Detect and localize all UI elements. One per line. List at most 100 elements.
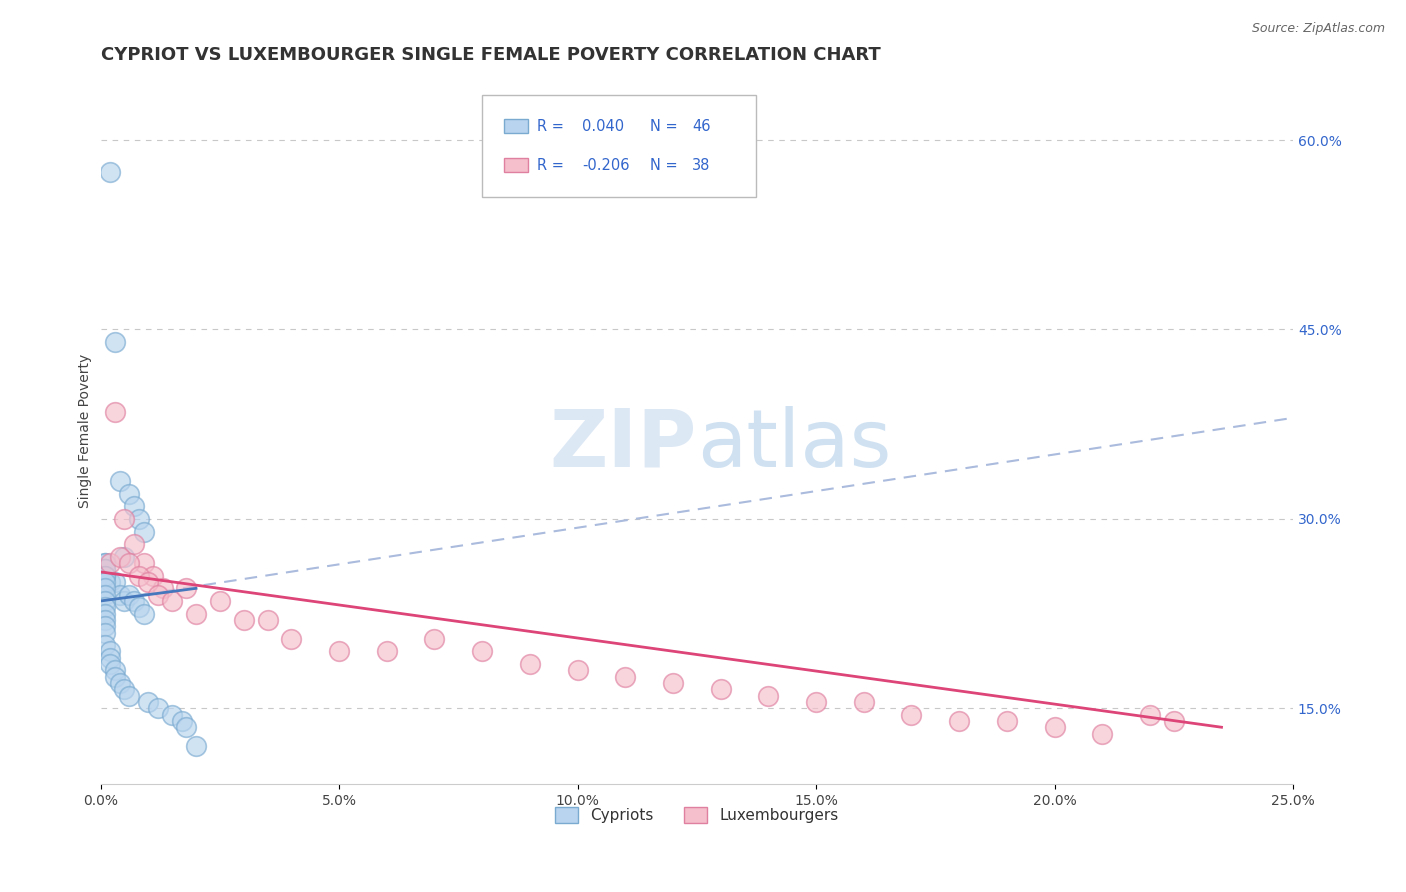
- Point: [232, 613, 254, 627]
- Point: [804, 695, 827, 709]
- Point: [756, 689, 779, 703]
- Point: [98, 657, 121, 672]
- Point: [98, 164, 121, 178]
- Point: [900, 707, 922, 722]
- Point: [184, 739, 207, 754]
- Point: [118, 689, 141, 703]
- Point: [1163, 714, 1185, 728]
- Point: [160, 594, 183, 608]
- Point: [614, 670, 637, 684]
- Point: [114, 512, 136, 526]
- Point: [108, 549, 131, 564]
- Point: [128, 512, 150, 526]
- Point: [471, 644, 494, 658]
- Point: [132, 607, 155, 621]
- Text: N =: N =: [651, 158, 678, 173]
- Text: 46: 46: [692, 119, 710, 134]
- Text: R =: R =: [537, 119, 564, 134]
- Point: [176, 720, 198, 734]
- Point: [1139, 707, 1161, 722]
- Legend: Cypriots, Luxembourgers: Cypriots, Luxembourgers: [548, 801, 845, 830]
- Point: [94, 562, 117, 576]
- Text: -0.206: -0.206: [582, 158, 630, 173]
- Point: [94, 600, 117, 615]
- Point: [108, 474, 131, 488]
- Point: [176, 582, 198, 596]
- Point: [114, 682, 136, 697]
- Point: [94, 638, 117, 652]
- Point: [184, 607, 207, 621]
- Point: [852, 695, 875, 709]
- Point: [208, 594, 231, 608]
- Point: [152, 582, 174, 596]
- Point: [128, 600, 150, 615]
- Point: [114, 549, 136, 564]
- Point: [98, 574, 121, 589]
- FancyBboxPatch shape: [503, 120, 527, 134]
- Point: [280, 632, 302, 646]
- Point: [662, 676, 685, 690]
- Point: [567, 664, 589, 678]
- Point: [94, 613, 117, 627]
- Text: 0.040: 0.040: [582, 119, 624, 134]
- Point: [118, 588, 141, 602]
- Point: [118, 556, 141, 570]
- Text: atlas: atlas: [697, 406, 891, 483]
- Point: [128, 568, 150, 582]
- Point: [98, 650, 121, 665]
- Point: [146, 701, 169, 715]
- Point: [136, 574, 159, 589]
- Point: [948, 714, 970, 728]
- Point: [104, 404, 127, 418]
- Point: [98, 644, 121, 658]
- Text: N =: N =: [651, 119, 678, 134]
- Point: [122, 500, 145, 514]
- Point: [375, 644, 398, 658]
- Point: [170, 714, 193, 728]
- Point: [94, 625, 117, 640]
- Point: [710, 682, 733, 697]
- Text: 38: 38: [692, 158, 710, 173]
- Point: [328, 644, 350, 658]
- Text: Source: ZipAtlas.com: Source: ZipAtlas.com: [1251, 22, 1385, 36]
- FancyBboxPatch shape: [503, 158, 527, 172]
- FancyBboxPatch shape: [482, 95, 756, 197]
- Point: [1091, 726, 1114, 740]
- Y-axis label: Single Female Poverty: Single Female Poverty: [79, 353, 93, 508]
- Point: [108, 588, 131, 602]
- Point: [104, 334, 127, 349]
- Point: [94, 556, 117, 570]
- Point: [1043, 720, 1066, 734]
- Point: [423, 632, 446, 646]
- Point: [114, 594, 136, 608]
- Point: [94, 619, 117, 633]
- Point: [94, 607, 117, 621]
- Point: [94, 568, 117, 582]
- Text: R =: R =: [537, 158, 564, 173]
- Point: [132, 556, 155, 570]
- Point: [94, 568, 117, 582]
- Point: [104, 574, 127, 589]
- Point: [995, 714, 1018, 728]
- Point: [118, 486, 141, 500]
- Point: [108, 676, 131, 690]
- Point: [94, 582, 117, 596]
- Text: ZIP: ZIP: [550, 406, 697, 483]
- Text: CYPRIOT VS LUXEMBOURGER SINGLE FEMALE POVERTY CORRELATION CHART: CYPRIOT VS LUXEMBOURGER SINGLE FEMALE PO…: [101, 46, 880, 64]
- Point: [94, 574, 117, 589]
- Point: [256, 613, 278, 627]
- Point: [94, 556, 117, 570]
- Point: [132, 524, 155, 539]
- Point: [519, 657, 541, 672]
- Point: [98, 556, 121, 570]
- Point: [142, 568, 165, 582]
- Point: [104, 670, 127, 684]
- Point: [122, 594, 145, 608]
- Point: [122, 537, 145, 551]
- Point: [160, 707, 183, 722]
- Point: [94, 562, 117, 576]
- Point: [146, 588, 169, 602]
- Point: [94, 588, 117, 602]
- Point: [136, 695, 159, 709]
- Point: [94, 594, 117, 608]
